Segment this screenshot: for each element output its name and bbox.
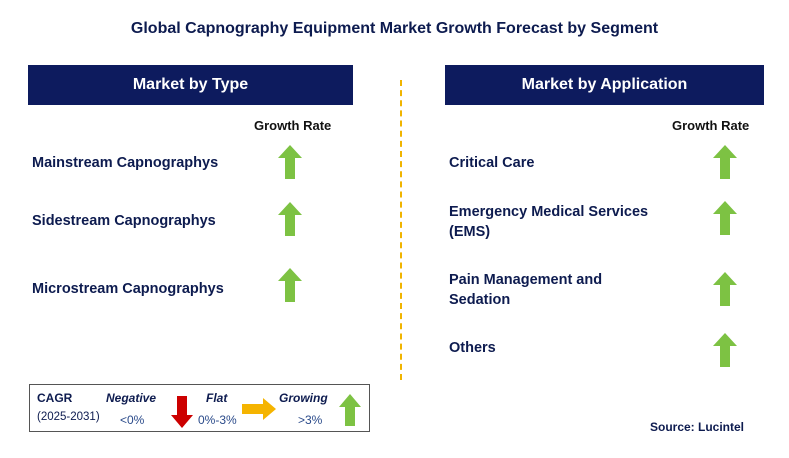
market-by-type-header: Market by Type: [28, 65, 353, 105]
legend-negative-label: Negative: [106, 391, 157, 405]
type-item-microstream: Microstream Capnographys: [32, 281, 224, 297]
growing-arrow-icon: [713, 145, 737, 179]
growing-arrow-icon: [713, 272, 737, 306]
legend-cagr-label: CAGR: [37, 391, 73, 405]
panel-divider: [400, 80, 402, 380]
legend-flat-label: Flat: [206, 391, 228, 405]
growing-arrow-icon: [278, 145, 302, 179]
cagr-legend: CAGR (2025-2031) Negative <0% Flat 0%-3%…: [29, 384, 370, 432]
market-by-application-header: Market by Application: [445, 65, 764, 105]
application-item-ems: Emergency Medical Services (EMS): [449, 204, 649, 240]
growing-arrow-icon: [278, 202, 302, 236]
application-item-others: Others: [449, 340, 496, 356]
negative-down-arrow-icon: [171, 396, 193, 428]
type-item-mainstream: Mainstream Capnographys: [32, 155, 219, 171]
legend-growing-value: >3%: [298, 413, 323, 427]
growing-arrow-icon: [713, 201, 737, 235]
growth-rate-label-type: Growth Rate: [254, 118, 332, 133]
flat-right-arrow-icon: [242, 398, 276, 420]
legend-negative-value: <0%: [120, 413, 145, 427]
source-label: Source: Lucintel: [650, 420, 745, 434]
application-item-pain-management: Pain Management and Sedation: [449, 272, 603, 308]
growing-up-arrow-icon: [339, 394, 361, 426]
growth-rate-label-application: Growth Rate: [672, 118, 750, 133]
page-title: Global Capnography Equipment Market Grow…: [130, 20, 659, 37]
legend-growing-label: Growing: [279, 391, 328, 405]
type-item-sidestream: Sidestream Capnographys: [32, 213, 216, 229]
legend-period: (2025-2031): [37, 411, 100, 423]
growing-arrow-icon: [713, 333, 737, 367]
legend-flat-value: 0%-3%: [198, 413, 237, 427]
application-item-critical-care: Critical Care: [449, 155, 535, 171]
growing-arrow-icon: [278, 268, 302, 302]
